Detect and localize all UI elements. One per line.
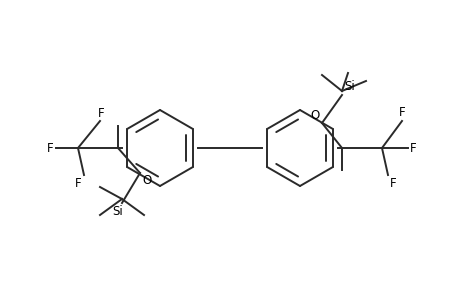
Text: F: F xyxy=(47,142,54,154)
Text: F: F xyxy=(97,107,104,120)
Text: F: F xyxy=(409,142,416,154)
Text: F: F xyxy=(389,177,396,190)
Text: F: F xyxy=(398,106,404,119)
Text: O: O xyxy=(142,174,151,187)
Text: Si: Si xyxy=(343,80,354,93)
Text: O: O xyxy=(310,109,319,122)
Text: Si: Si xyxy=(112,205,123,218)
Text: F: F xyxy=(75,177,82,190)
